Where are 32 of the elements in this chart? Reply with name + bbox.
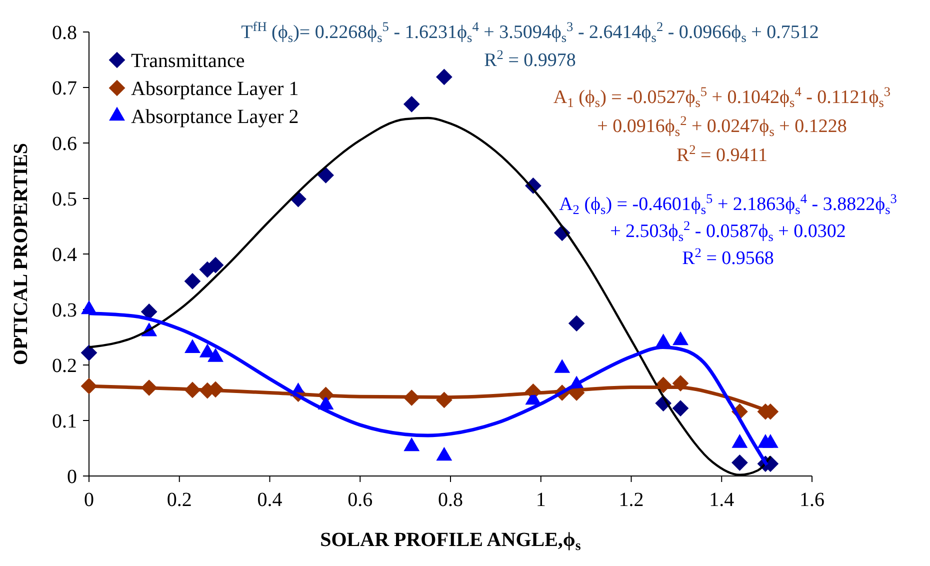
y-axis-title: OPTICAL PROPERTIES [10, 142, 32, 366]
y-tick-label: 0.2 [52, 355, 77, 377]
legend-label: Absorptance Layer 1 [131, 78, 299, 100]
x-tick-label: 0.2 [166, 489, 192, 511]
x-tick-label: 0.8 [438, 489, 463, 511]
point [184, 273, 201, 290]
y-tick-label: 0.3 [52, 300, 77, 322]
x-tick-label: 1.6 [800, 489, 824, 511]
y-tick-label: 0 [67, 466, 77, 488]
legend-label: Absorptance Layer 2 [131, 106, 299, 128]
point [403, 96, 420, 112]
y-tick-label: 0.1 [52, 410, 77, 432]
point [318, 167, 334, 184]
x-tick-label: 0.6 [348, 489, 373, 511]
x-axis-title: SOLAR PROFILE ANGLE,ϕ$_{s}$ [320, 529, 582, 554]
y-tick-label: 0.7 [52, 78, 77, 100]
x-tick-label: 1 [536, 489, 546, 511]
x-tick-label: 0.4 [257, 489, 282, 511]
y-tick-label: 0.8 [52, 22, 77, 44]
point [80, 344, 98, 361]
point [436, 68, 452, 86]
y-tick-label: 0.4 [52, 244, 77, 266]
point [568, 315, 585, 332]
point [207, 256, 224, 274]
y-tick-label: 0.6 [52, 133, 77, 155]
point [672, 400, 689, 416]
x-tick-label: 1.4 [709, 489, 734, 511]
x-tick-label: 1.2 [618, 489, 644, 511]
point [140, 304, 158, 320]
y-tick-label: 0.5 [52, 188, 77, 210]
point [732, 454, 748, 471]
x-tick-label: 0 [84, 489, 94, 511]
